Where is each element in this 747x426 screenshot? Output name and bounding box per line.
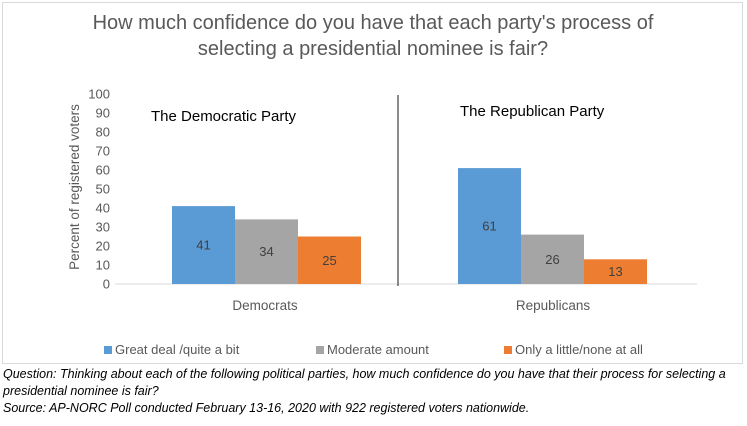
- y-axis-ticks: 0 10 20 30 40 50 60 70 80 90 100: [88, 87, 110, 292]
- chart-svg: How much confidence do you have that eac…: [67, 12, 697, 357]
- bar: [458, 168, 521, 284]
- y-tick-label: 20: [96, 239, 110, 254]
- legend-swatch: [104, 346, 112, 354]
- y-axis-label: Percent of registered voters: [67, 104, 82, 270]
- y-tick-label: 30: [96, 220, 110, 235]
- y-tick-label: 90: [96, 106, 110, 121]
- y-tick-label: 0: [103, 277, 110, 292]
- bar-value-label: 61: [482, 219, 496, 234]
- bar: [298, 236, 361, 284]
- bar: [584, 259, 647, 284]
- bars: 41 34 25 61 26 13: [172, 168, 647, 284]
- chart-title-line-1: How much confidence do you have that eac…: [93, 12, 654, 34]
- legend-label: Great deal /quite a bit: [115, 342, 240, 357]
- bar: [235, 219, 298, 284]
- legend-swatch: [504, 346, 512, 354]
- legend: Great deal /quite a bit Moderate amount On…: [104, 342, 643, 357]
- y-tick-label: 10: [96, 258, 110, 273]
- y-tick-label: 50: [96, 182, 110, 197]
- bar-value-label: 41: [196, 238, 210, 253]
- y-tick-label: 40: [96, 201, 110, 216]
- y-tick-label: 100: [88, 87, 110, 102]
- chart-title: How much confidence do you have that eac…: [93, 12, 654, 60]
- source-note: Source: AP-NORC Poll conducted February …: [3, 401, 530, 415]
- bar-value-label: 34: [259, 244, 273, 259]
- panel-label-democratic: The Democratic Party: [151, 108, 297, 125]
- y-tick-label: 70: [96, 144, 110, 159]
- bar-value-label: 25: [322, 253, 336, 268]
- category-label: Republicans: [516, 298, 591, 313]
- bar: [521, 234, 584, 284]
- y-tick-label: 80: [96, 125, 110, 140]
- legend-label: Moderate amount: [327, 342, 429, 357]
- category-labels: Democrats Republicans: [232, 298, 590, 313]
- legend-label: Only a little/none at all: [515, 342, 643, 357]
- bar-value-label: 13: [608, 264, 622, 279]
- panel-label-republican: The Republican Party: [460, 103, 605, 120]
- category-label: Democrats: [232, 298, 298, 313]
- chart-frame: How much confidence do you have that eac…: [2, 2, 743, 364]
- question-note: Question: Thinking about each of the fol…: [3, 367, 726, 398]
- bar: [172, 206, 235, 284]
- chart-notes: Question: Thinking about each of the fol…: [3, 366, 745, 417]
- bar-value-label: 26: [545, 252, 559, 267]
- chart-title-line-2: selecting a presidential nominee is fair…: [198, 38, 548, 60]
- legend-swatch: [316, 346, 324, 354]
- y-tick-label: 60: [96, 163, 110, 178]
